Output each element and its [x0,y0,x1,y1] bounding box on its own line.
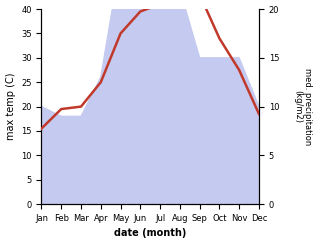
Y-axis label: med. precipitation
(kg/m2): med. precipitation (kg/m2) [293,68,313,145]
X-axis label: date (month): date (month) [114,228,186,238]
Y-axis label: max temp (C): max temp (C) [5,73,16,140]
